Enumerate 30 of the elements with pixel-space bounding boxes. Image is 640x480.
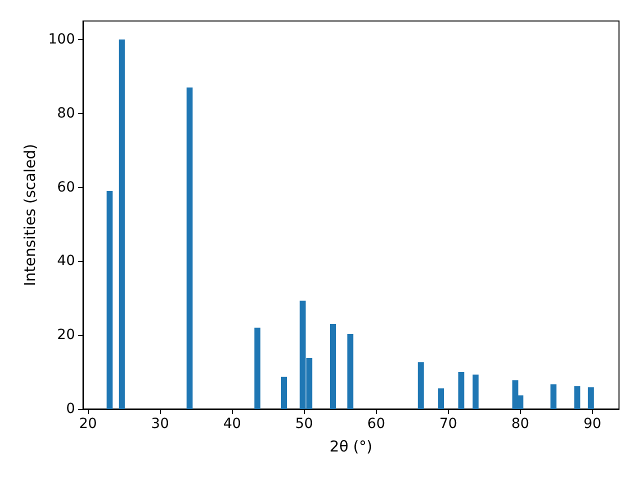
bar xyxy=(347,334,354,409)
y-tick-label: 80 xyxy=(57,105,75,122)
bar xyxy=(418,362,424,409)
x-tick-label: 80 xyxy=(511,416,530,432)
bar xyxy=(281,376,287,409)
bar xyxy=(118,39,125,409)
bar xyxy=(458,372,464,409)
bar xyxy=(254,328,260,409)
bar xyxy=(588,387,594,409)
x-tick-label: 40 xyxy=(223,416,242,432)
y-axis-title: Intensities (scaled) xyxy=(20,144,39,286)
x-tick-label: 50 xyxy=(295,416,314,432)
y-tick-label: 100 xyxy=(48,31,75,48)
y-tick-label: 40 xyxy=(57,253,75,270)
bar xyxy=(574,386,580,409)
x-tick-label: 60 xyxy=(367,416,386,432)
bar xyxy=(186,88,193,409)
x-axis-title: 2θ (°) xyxy=(330,438,372,456)
y-tick-label: 20 xyxy=(57,327,75,344)
x-tick-label: 70 xyxy=(439,416,458,432)
y-tick-label: 60 xyxy=(57,179,75,196)
x-tick-label: 20 xyxy=(79,416,97,432)
bar xyxy=(550,384,556,409)
x-tick-label: 30 xyxy=(151,416,169,432)
bar xyxy=(330,324,336,409)
bar xyxy=(106,190,113,409)
bar xyxy=(472,374,479,409)
y-tick-label: 0 xyxy=(66,401,75,417)
x-tick-label: 90 xyxy=(583,416,602,432)
bar xyxy=(438,388,444,409)
